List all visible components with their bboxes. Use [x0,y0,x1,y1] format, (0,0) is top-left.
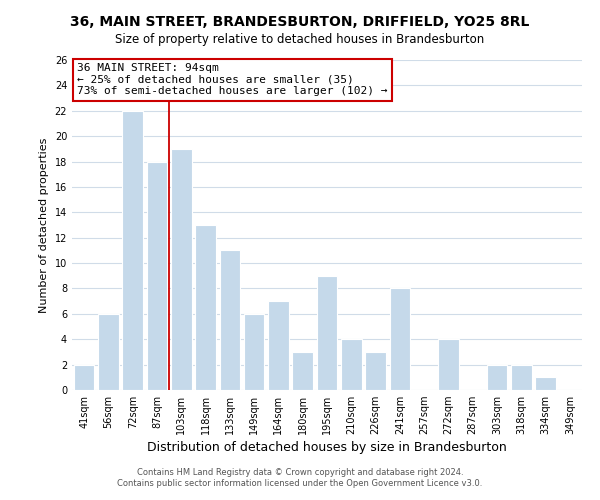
Bar [487,364,508,390]
Text: 36, MAIN STREET, BRANDESBURTON, DRIFFIELD, YO25 8RL: 36, MAIN STREET, BRANDESBURTON, DRIFFIEL… [70,15,530,29]
Bar [438,339,459,390]
Bar [268,301,289,390]
Bar [511,364,532,390]
Bar [122,111,143,390]
Y-axis label: Number of detached properties: Number of detached properties [39,138,49,312]
Text: Size of property relative to detached houses in Brandesburton: Size of property relative to detached ho… [115,32,485,46]
Bar [74,364,94,390]
Text: Contains HM Land Registry data © Crown copyright and database right 2024.
Contai: Contains HM Land Registry data © Crown c… [118,468,482,487]
Bar [195,225,216,390]
Bar [220,250,240,390]
Bar [171,149,191,390]
Bar [244,314,265,390]
Bar [292,352,313,390]
Text: 36 MAIN STREET: 94sqm
← 25% of detached houses are smaller (35)
73% of semi-deta: 36 MAIN STREET: 94sqm ← 25% of detached … [77,64,388,96]
Bar [341,339,362,390]
X-axis label: Distribution of detached houses by size in Brandesburton: Distribution of detached houses by size … [147,442,507,454]
Bar [146,162,167,390]
Bar [98,314,119,390]
Bar [365,352,386,390]
Bar [389,288,410,390]
Bar [535,378,556,390]
Bar [317,276,337,390]
